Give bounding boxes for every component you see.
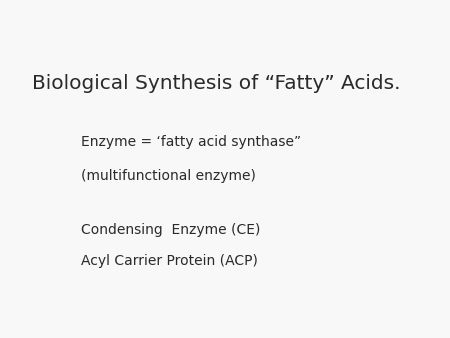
Text: Biological Synthesis of “Fatty” Acids.: Biological Synthesis of “Fatty” Acids.	[32, 74, 400, 93]
Text: Condensing  Enzyme (CE): Condensing Enzyme (CE)	[81, 223, 261, 237]
Text: (multifunctional enzyme): (multifunctional enzyme)	[81, 169, 256, 183]
Text: Enzyme = ‘fatty acid synthase”: Enzyme = ‘fatty acid synthase”	[81, 135, 301, 149]
Text: Acyl Carrier Protein (ACP): Acyl Carrier Protein (ACP)	[81, 254, 258, 267]
